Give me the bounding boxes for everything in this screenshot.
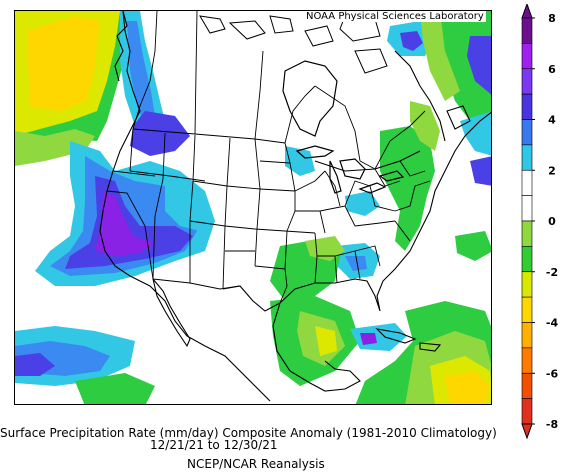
wet-region-n-atlantic [467, 36, 491, 95]
gulf-coastline [279, 111, 491, 312]
alaska-panhandle [114, 11, 128, 82]
colorbar-top-arrow [521, 2, 533, 19]
colorbar-tick-label: 4 [548, 114, 556, 127]
colorbar-swatch [521, 246, 533, 273]
dry-region-gulf-core [315, 326, 337, 356]
wet-region-n-atlantic-outer [460, 111, 491, 156]
dry-region-caribbean-strong [445, 371, 490, 404]
colorbar-tick-label: -4 [546, 317, 559, 330]
map-canvas [15, 11, 491, 404]
hudson-bay [282, 60, 338, 137]
us-state-borders [106, 128, 431, 304]
anomaly-fields [15, 11, 491, 404]
colorbar: 8 6 4 2 0 -2 -4 -6 -8 [518, 2, 571, 440]
dry-region-northeast-us [380, 126, 435, 251]
wet-region-mexico-pacific-core [15, 353, 55, 376]
map-boundaries [99, 11, 491, 402]
colorbar-bottom-arrow [521, 423, 533, 440]
wet-region-ohio-valley [345, 191, 380, 216]
colorbar-tick-label: -6 [546, 367, 559, 380]
wet-region-southeast-us-core [345, 256, 367, 271]
mexico-east-coast [272, 302, 361, 392]
wet-region-california-core [95, 191, 155, 256]
colorbar-tick-label: -2 [546, 266, 558, 279]
wet-region-rockies [165, 186, 210, 231]
colorbar-swatch [521, 398, 533, 425]
pacific-coastline [99, 11, 271, 402]
colorbar-swatch [521, 68, 533, 95]
dry-region-mexico-pacific-green [75, 373, 155, 404]
dry-region-south-central-light [305, 236, 345, 261]
wet-region-great-lakes [285, 146, 315, 176]
dry-region-nw-pacific-light [15, 129, 95, 166]
cuba-outline [375, 328, 417, 344]
wet-region-oregon [130, 111, 190, 156]
us-canada-border [132, 128, 286, 144]
wet-region-atlantic-mid [470, 156, 491, 186]
newfoundland-outline [446, 105, 471, 130]
hispaniola-outline [419, 342, 442, 352]
baja-outline [152, 278, 191, 348]
labrador-coast [394, 50, 446, 142]
dry-region-nw-pacific-core [27, 16, 100, 111]
colorbar-swatch [521, 347, 533, 374]
colorbar-tick-label: 0 [548, 215, 556, 228]
colorbar-graphic: 8 6 4 2 0 -2 -4 -6 -8 [521, 2, 559, 440]
colorbar-swatch [521, 296, 533, 323]
colorbar-swatch [521, 322, 533, 349]
caption-title: Surface Precipitation Rate (mm/day) Comp… [0, 426, 497, 440]
colorbar-swatch [521, 17, 533, 44]
wet-strip-bc-coast-inner [127, 21, 155, 126]
colorbar-tick-label: 6 [548, 63, 556, 76]
colorbar-tick-label: 2 [548, 164, 556, 177]
caption-source: NCEP/NCAR Reanalysis [187, 457, 325, 471]
dry-region-labrador-light [420, 11, 460, 101]
colorbar-swatch [521, 43, 533, 70]
colorbar-swatch [521, 372, 533, 399]
wet-region-atlantic-east [455, 231, 491, 261]
arctic-islands [199, 15, 388, 74]
us-mexico-border [152, 278, 281, 312]
lab-credit: NOAA Physical Sciences Laboratory [304, 11, 486, 22]
colorbar-tick-label: -8 [546, 418, 558, 431]
dry-region-northeast-us-light [410, 101, 440, 151]
canada-provinces [132, 11, 426, 170]
colorbar-swatch [521, 220, 533, 247]
anomaly-map [14, 10, 492, 405]
colorbar-swatch [521, 169, 533, 196]
colorbar-tick-label: 8 [548, 12, 556, 25]
colorbar-swatch [521, 93, 533, 120]
colorbar-swatch [521, 271, 533, 298]
wet-region-caribbean-core [360, 333, 377, 345]
great-lakes [295, 145, 405, 194]
wet-region-hudson-core [400, 31, 423, 51]
colorbar-swatch [521, 195, 533, 222]
wet-region-caribbean [350, 323, 407, 351]
colorbar-swatch [521, 119, 533, 146]
caption-dates: 12/21/21 to 12/30/21 [150, 438, 278, 452]
colorbar-swatch [521, 144, 533, 171]
